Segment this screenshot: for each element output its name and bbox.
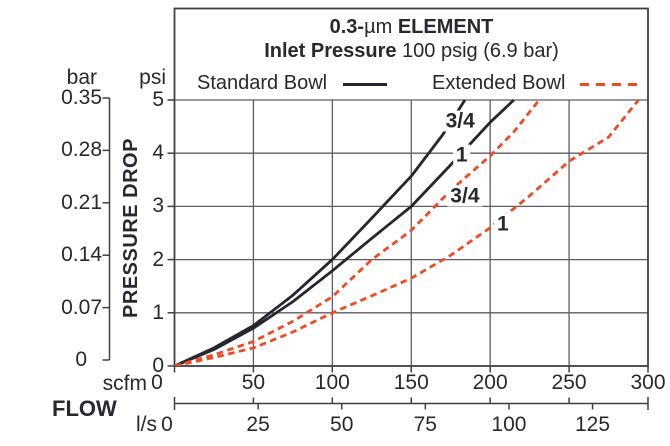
ls-tick-label: 75 [413, 413, 437, 436]
title-bold-start: 0.3- [329, 16, 365, 38]
scfm-tick-label: 100 [314, 371, 350, 394]
legend-standard-label: Standard Bowl [197, 72, 328, 94]
scfm-tick-label: 50 [241, 371, 266, 394]
scfm-tick-label: 150 [393, 371, 429, 394]
psi-tick-label: 5 [152, 88, 164, 111]
psi-tick-label: 3 [152, 194, 164, 218]
bar-tick-label: 0.28 [61, 138, 102, 162]
psi-tick-label: 2 [152, 247, 164, 271]
standard-bowl-line-swatch [343, 83, 387, 87]
pressure-drop-axis-title: PRESSURE DROP [120, 138, 142, 318]
ls-unit-label: l/s [136, 413, 157, 436]
title-micron-unit: µm [364, 16, 393, 38]
page-title: 0.3-µm ELEMENT [175, 16, 648, 38]
title-bold-end: ELEMENT [392, 16, 494, 38]
scfm-unit-label: scfm [102, 372, 147, 395]
subtitle-rest: 100 psig (6.9 bar) [396, 40, 559, 62]
curve-label-extended-bowl-1: 1 [493, 213, 512, 235]
ls-tick-label: 50 [330, 413, 354, 436]
curve-label-standard-bowl-1: 1 [452, 144, 471, 166]
legend-extended-label: Extended Bowl [432, 72, 566, 94]
page-subtitle: Inlet Pressure 100 psig (6.9 bar) [175, 40, 648, 62]
scfm-tick-label: 200 [472, 371, 508, 394]
bar-tick-label: 0.14 [61, 243, 102, 267]
ls-tick-label: 25 [246, 413, 270, 436]
ls-tick-label: 100 [491, 413, 527, 436]
curve-label-extended-bowl-3-4: 3/4 [447, 185, 483, 207]
bar-unit-label: bar [66, 66, 97, 89]
bar-tick-label: 0 [75, 348, 87, 371]
bar-tick-label: 0.35 [61, 86, 102, 109]
psi-tick-label: 4 [152, 141, 164, 165]
ls-tick-label: 0 [161, 413, 173, 436]
ls-tick-label: 125 [575, 413, 611, 436]
psi-unit-label: psi [139, 66, 166, 89]
bar-tick-label: 0.21 [61, 190, 102, 214]
flow-axis-title: FLOW [52, 396, 117, 421]
scfm-tick-label: 300 [630, 371, 666, 394]
scfm-tick-label: 0 [151, 371, 163, 394]
bar-tick-label: 0.07 [61, 295, 102, 319]
curve-label-standard-bowl-3-4: 3/4 [442, 110, 478, 132]
subtitle-bold: Inlet Pressure [264, 40, 397, 62]
extended-bowl-line-swatch [580, 83, 637, 87]
scfm-tick-label: 250 [551, 371, 587, 394]
psi-tick-label: 0 [152, 354, 164, 377]
psi-tick-label: 1 [152, 300, 164, 324]
